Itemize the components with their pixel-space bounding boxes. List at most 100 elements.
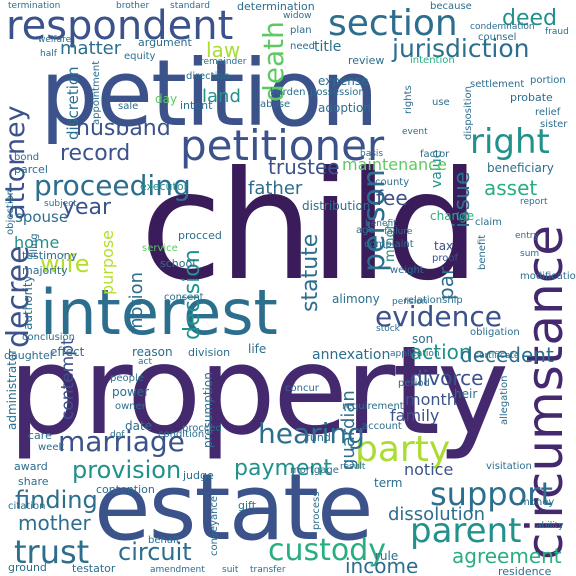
- word-review: review: [348, 54, 385, 67]
- word-bond: bond: [14, 152, 40, 163]
- word-account: account: [362, 421, 402, 432]
- word-asset: asset: [484, 176, 538, 200]
- word-relief: relief: [535, 107, 561, 118]
- word-right: right: [470, 122, 550, 162]
- word-condition: condition: [158, 429, 205, 440]
- word-title: title: [314, 39, 342, 55]
- word-event: event: [402, 127, 428, 137]
- word-conclusion: conclusion: [22, 332, 76, 343]
- word-judge: judge: [183, 469, 214, 482]
- word-testator: testator: [72, 562, 116, 575]
- word-statute: statute: [298, 233, 323, 312]
- word-pension: pension: [392, 297, 428, 307]
- word-sale: sale: [118, 101, 139, 112]
- word-requirement: requirement: [342, 401, 404, 412]
- word-report: report: [520, 197, 548, 207]
- word-father: father: [248, 178, 303, 199]
- word-spouse: spouse: [15, 208, 69, 226]
- word-interest: interest: [40, 276, 278, 349]
- word-award: award: [14, 460, 48, 473]
- word-sister: sister: [540, 119, 568, 130]
- word-period: period: [398, 378, 430, 389]
- word-visitation: visitation: [486, 461, 532, 472]
- word-action: action: [410, 340, 472, 364]
- word-change: change: [430, 209, 475, 223]
- word-weight: weight: [390, 265, 424, 276]
- word-distribution: distribution: [302, 199, 371, 213]
- word-section: section: [328, 3, 458, 44]
- word-fraud: fraud: [545, 27, 569, 37]
- word-home: home: [14, 233, 60, 252]
- word-consent: consent: [164, 292, 204, 303]
- word-complaint: complaint: [364, 239, 414, 250]
- word-record: record: [60, 141, 131, 166]
- word-citation: citation: [8, 501, 46, 512]
- word-behalf: behalf: [148, 535, 180, 546]
- word-intent: intent: [180, 99, 213, 112]
- word-modification: modification: [520, 271, 576, 282]
- word-fee: fee: [376, 186, 408, 210]
- word-matter: matter: [60, 38, 122, 59]
- word-procced-2: procced: [182, 423, 222, 434]
- word-deed: deed: [502, 6, 557, 31]
- word-factor: factor: [420, 149, 450, 160]
- word-agreement: agreement: [452, 544, 562, 568]
- word-petitioner: petitioner: [180, 121, 385, 170]
- word-widow: widow: [283, 11, 312, 21]
- word-finding: finding: [15, 486, 98, 514]
- word-equity: equity: [124, 51, 156, 62]
- word-suit: suit: [222, 565, 239, 575]
- word-service: service: [142, 243, 178, 254]
- word-money: money: [520, 497, 555, 508]
- word-share: share: [18, 475, 49, 488]
- word-adoption: adoption: [318, 101, 371, 115]
- word-settlement: settlement: [470, 79, 525, 90]
- word-purpose: purpose: [98, 230, 117, 295]
- word-income: income: [345, 554, 419, 576]
- word-trust: trust: [14, 533, 90, 571]
- word-amendment: amendment: [150, 565, 205, 575]
- word-administrator: administrator: [5, 348, 19, 430]
- word-abuse: abuse: [260, 99, 291, 110]
- word-provision: provision: [72, 456, 182, 484]
- word-possession: possession: [310, 87, 365, 98]
- word-executor: executor: [140, 180, 189, 193]
- word-basis: basis: [360, 149, 384, 159]
- word-contention: contention: [96, 483, 155, 496]
- word-counsel: counsel: [478, 32, 517, 43]
- word-proof: proof: [432, 253, 458, 264]
- word-alimony: alimony: [332, 292, 380, 306]
- word-property: property: [8, 320, 509, 462]
- word-process: process: [311, 491, 322, 530]
- word-week: week: [38, 442, 65, 453]
- word-respondent: respondent: [6, 3, 234, 49]
- word-county: county: [375, 177, 410, 188]
- word-reason: reason: [132, 345, 173, 359]
- word-son: son: [412, 332, 434, 346]
- word-trustee: trustee: [268, 155, 340, 179]
- word-direction: direction: [186, 71, 230, 82]
- word-discretion: discretion: [64, 66, 82, 140]
- word-conveyance: conveyance: [209, 495, 220, 556]
- word-procced: procced: [178, 229, 222, 242]
- word-stock: stock: [376, 324, 400, 334]
- word-heir: heir: [454, 387, 478, 401]
- word-application: application: [390, 349, 440, 359]
- word-rule: rule: [375, 549, 399, 563]
- word-people: people: [110, 373, 144, 384]
- word-intention: intention: [410, 55, 455, 66]
- word-land: land: [202, 86, 241, 107]
- word-parcel: parcel: [14, 163, 48, 176]
- word-life: life: [248, 342, 267, 356]
- word-family: family: [390, 406, 440, 425]
- word-transfer: transfer: [250, 565, 286, 575]
- word-portion: portion: [530, 75, 566, 86]
- word-beneficiary: beneficiary: [487, 161, 554, 175]
- word-marriage: marriage: [58, 425, 185, 458]
- word-support: support: [430, 475, 553, 513]
- word-law: law: [206, 38, 241, 62]
- word-termination: termination: [8, 1, 61, 11]
- word-remainder: remainder: [200, 57, 247, 67]
- word-residence: residence: [498, 565, 552, 576]
- word-gift: gift: [238, 499, 257, 512]
